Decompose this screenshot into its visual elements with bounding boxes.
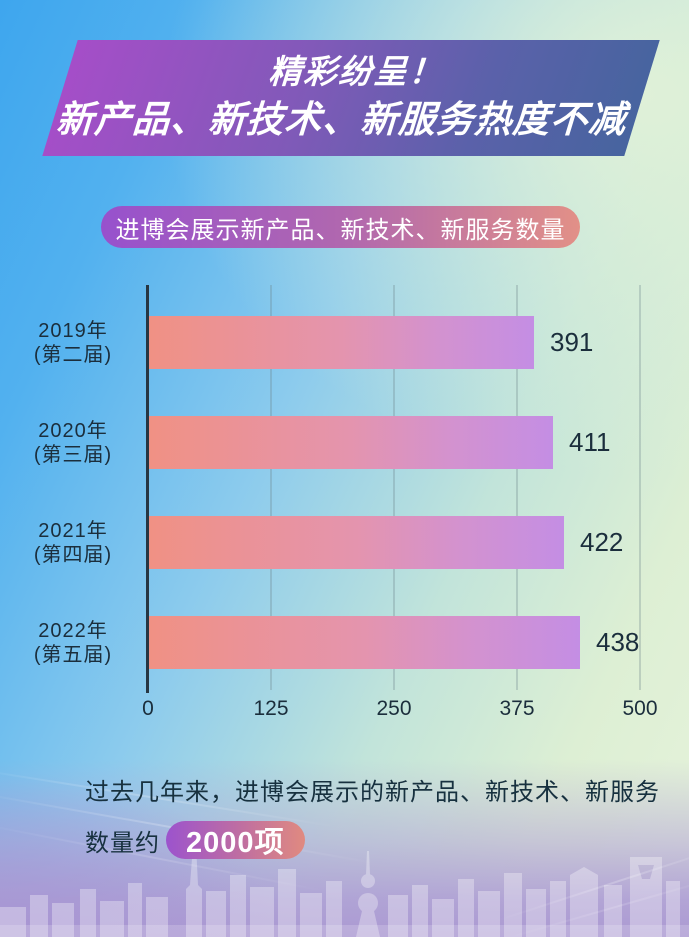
x-tick-label-0: 0: [142, 697, 154, 720]
y-axis-line: [146, 285, 149, 693]
category-session: (第三届): [33, 444, 113, 466]
category-year: 2020年: [38, 420, 108, 442]
category-year: 2022年: [38, 620, 108, 642]
category-session: (第五届): [33, 644, 113, 666]
value-label-411: 411: [569, 427, 611, 457]
title-banner: 精彩纷呈！ 新产品、新技术、新服务热度不减: [42, 40, 660, 156]
category-year: 2021年: [38, 520, 108, 542]
gridline-250: [393, 285, 395, 690]
x-tick-label-125: 125: [253, 697, 289, 720]
category-year: 2019年: [38, 320, 108, 342]
x-tick-label-375: 375: [499, 697, 535, 720]
category-session: (第二届): [33, 344, 113, 366]
city-skyline-illustration: [0, 845, 689, 937]
summary-line2-prefix: 数量约: [85, 829, 160, 857]
bar-2022年: [149, 616, 580, 669]
banner-title-line1: 精彩纷呈！: [265, 53, 453, 90]
summary-line1: 过去几年来，进博会展示的新产品、新技术、新服务: [85, 779, 660, 806]
summary-text-block: 过去几年来，进博会展示的新产品、新技术、新服务 数量约 2000项: [85, 778, 660, 859]
bar-chart: 2019年 (第二届) 391 2020年 (第三届) 411 2021年 (第四届) 422 2…: [0, 285, 689, 735]
bar-2019年: [149, 316, 534, 369]
value-label-438: 438: [596, 627, 640, 657]
x-tick-label-250: 250: [376, 697, 412, 720]
category-label-2022年: 2022年 (第五届): [0, 619, 146, 667]
x-tick-label-500: 500: [622, 697, 658, 720]
category-label-2019年: 2019年 (第二届): [0, 319, 146, 367]
value-label-391: 391: [550, 327, 594, 357]
bar-2020年: [149, 416, 553, 469]
gridline-125: [270, 285, 272, 690]
bar-2021年: [149, 516, 564, 569]
total-count-badge: 2000项: [166, 821, 305, 859]
summary-line2: 数量约 2000项: [85, 821, 645, 859]
category-label-2021年: 2021年 (第四届): [0, 519, 146, 567]
gridline-500: [639, 285, 641, 690]
chart-title-pill: 进博会展示新产品、新技术、新服务数量: [101, 206, 580, 248]
category-label-2020年: 2020年 (第三届): [0, 419, 146, 467]
banner-title-line2: 新产品、新技术、新服务热度不减: [53, 99, 636, 140]
value-label-422: 422: [580, 527, 624, 557]
category-session: (第四届): [33, 544, 113, 566]
gridline-375: [516, 285, 518, 690]
